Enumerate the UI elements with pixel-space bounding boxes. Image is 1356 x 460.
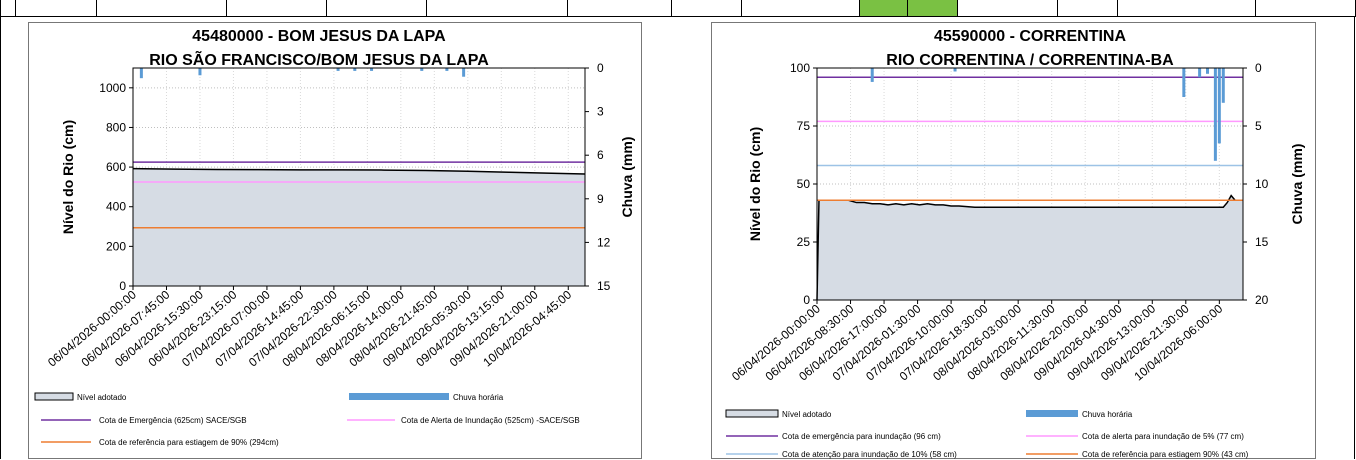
legend-swatch-chuva: [349, 393, 449, 400]
rain-bar: [1221, 68, 1225, 103]
chart-bom-jesus-da-lapa: 45480000 - BOM JESUS DA LAPA RIO SÃO FRAN…: [28, 22, 642, 459]
legend-label-estiagem: Cota de referência para estiagem de 90% …: [99, 438, 279, 447]
chart-correntina: 45590000 - CORRENTINA RIO CORRENTINA / CO…: [711, 22, 1316, 459]
y2-axis-label: Chuva (mm): [1289, 144, 1305, 225]
chart-svg: 45590000 - CORRENTINA RIO CORRENTINA / CO…: [725, 28, 1305, 459]
y2-tick-label: 12: [597, 235, 611, 249]
legend-swatch-nivel: [34, 392, 74, 401]
header-table-row: [0, 0, 1356, 17]
y2-tick-label: 3: [597, 105, 604, 119]
nivel-line: [132, 167, 586, 175]
chart-svg: 45480000 - BOM JESUS DA LAPA RIO SÃO FRAN…: [34, 28, 635, 447]
table-cell: [568, 0, 672, 17]
table-cell: [1118, 0, 1256, 17]
chart-subtitle: RIO CORRENTINA / CORRENTINA-BA: [886, 52, 1174, 69]
legend-label-estiagem: Cota de referência para estiagem 90% (43…: [1082, 450, 1249, 459]
rain-bar: [1213, 68, 1217, 161]
legend-label-emergencia: Cota de emergência para inundação (96 cm…: [782, 432, 941, 441]
table-cell: [427, 0, 568, 17]
rain-bar: [139, 68, 143, 79]
legend-label-chuva: Chuva horária: [453, 393, 504, 402]
legend-swatch-chuva: [1026, 410, 1078, 417]
table-cell: [97, 0, 227, 17]
table-cell-status-green: [860, 0, 908, 17]
table-cell: [1256, 0, 1356, 17]
y2-tick-label: 15: [1255, 235, 1269, 249]
y-tick-label: 25: [797, 235, 811, 249]
chart-subtitle: RIO SÃO FRANCISCO/BOM JESUS DA LAPA: [149, 49, 489, 69]
legend-label-emergencia: Cota de Emergência (625cm) SACE/SGB: [99, 416, 247, 425]
legend-label-chuva: Chuva horária: [1082, 410, 1133, 419]
y-tick-label: 0: [119, 279, 126, 293]
y-tick-label: 600: [106, 160, 126, 174]
legend-label-nivel: Nível adotado: [77, 393, 127, 402]
legend-swatch-nivel: [725, 409, 779, 418]
y-axis-label: Nível do Rio (cm): [60, 120, 76, 234]
chart-title: 45590000 - CORRENTINA: [934, 28, 1127, 45]
rain-bar: [1206, 68, 1209, 74]
plot-frame: [132, 67, 586, 287]
y2-tick-label: 6: [597, 148, 604, 162]
charts-container: [0, 17, 1355, 459]
rain-bar: [198, 68, 202, 76]
y-tick-label: 200: [106, 239, 126, 253]
rain-bar: [1217, 68, 1221, 144]
table-cell: [1058, 0, 1118, 17]
y2-tick-label: 20: [1255, 293, 1269, 307]
rain-bar: [445, 68, 449, 71]
rain-bar: [370, 68, 374, 71]
y-axis-label: Nível do Rio (cm): [747, 127, 763, 241]
legend-label-alerta: Cota de alerta para inundação de 5% (77 …: [1082, 432, 1244, 441]
table-cell: [742, 0, 860, 17]
table-cell: [958, 0, 1058, 17]
y-tick-label: 1000: [99, 81, 126, 95]
rain-bar: [870, 68, 874, 82]
legend-label-atencao: Cota de atenção para inundação de 10% (5…: [782, 450, 957, 459]
table-cell: [327, 0, 427, 17]
rain-bar: [1198, 68, 1202, 78]
table-cell: [16, 0, 97, 17]
y2-tick-label: 15: [597, 279, 611, 293]
nivel-area-fill: [817, 195, 1243, 300]
rain-bar: [420, 68, 424, 71]
y2-tick-label: 0: [597, 61, 604, 75]
y2-axis-label: Chuva (mm): [619, 137, 635, 218]
rain-bar: [953, 68, 957, 72]
y-tick-label: 800: [106, 120, 126, 134]
nivel-line: [816, 194, 1243, 301]
y-tick-label: 0: [803, 293, 810, 307]
legend-label-nivel: Nível adotado: [782, 410, 832, 419]
y2-tick-label: 10: [1255, 177, 1269, 191]
rain-bar: [462, 68, 466, 77]
y2-tick-label: 0: [1255, 61, 1262, 75]
table-cell: [672, 0, 742, 17]
legend-label-alerta: Cota de Alerta de Inundação (525cm) -SAC…: [401, 416, 580, 425]
rain-bar: [353, 68, 357, 71]
rain-bar: [1182, 68, 1186, 97]
table-cell-status-green: [908, 0, 958, 17]
y-tick-label: 100: [790, 61, 810, 75]
chart-title: 45480000 - BOM JESUS DA LAPA: [192, 28, 446, 45]
y-tick-label: 50: [797, 177, 811, 191]
table-cell: [227, 0, 327, 17]
table-cell: [0, 0, 16, 17]
rain-bar: [336, 68, 340, 71]
y-tick-label: 75: [797, 119, 811, 133]
y2-tick-label: 9: [597, 192, 604, 206]
y2-tick-label: 5: [1255, 119, 1262, 133]
y-tick-label: 400: [106, 200, 126, 214]
